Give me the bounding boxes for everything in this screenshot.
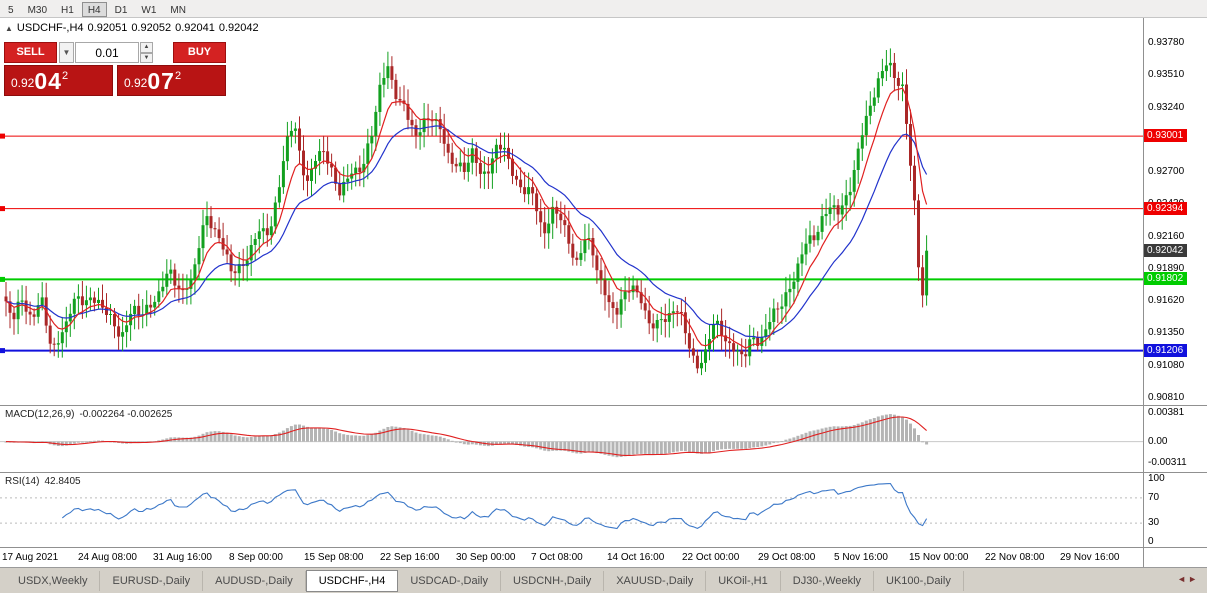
sell-price-pip: 2 [61, 70, 69, 82]
price-chart-pane[interactable]: ▲ USDCHF-,H4 0.92051 0.92052 0.92041 0.92042 … [0, 18, 1207, 405]
time-label: 22 Oct 00:00 [682, 552, 740, 563]
price-axis[interactable]: 0.937800.935100.932400.929700.927000.924… [1143, 18, 1207, 567]
time-label: 8 Sep 00:00 [229, 552, 283, 563]
candlestick-chart-area[interactable] [0, 18, 1207, 405]
chart-tab-usdcad-daily[interactable]: USDCAD-,Daily [398, 571, 501, 591]
price-grid-label: 0.93780 [1148, 37, 1185, 48]
timeframe-button-5[interactable]: 5 [8, 5, 14, 16]
rsi-chart-area[interactable] [0, 473, 1207, 548]
rsi-axis-label: 100 [1148, 473, 1165, 484]
price-grid-label: 0.93510 [1148, 69, 1185, 80]
hline-price-badge: 0.92394 [1144, 202, 1188, 215]
chart-ohlc-header: ▲ USDCHF-,H4 0.92051 0.92052 0.92041 0.92042 [5, 22, 263, 34]
macd-name-label: MACD(12,26,9) [5, 409, 75, 420]
open-value: 0.92051 [87, 22, 128, 34]
chart-tab-xauusd-daily[interactable]: XAUUSD-,Daily [604, 571, 707, 591]
chart-tab-ukoil-h1[interactable]: UKOil-,H1 [706, 571, 781, 591]
time-label: 14 Oct 16:00 [607, 552, 665, 563]
time-label: 15 Nov 00:00 [909, 552, 969, 563]
buy-price-prefix: 0.92 [124, 76, 148, 90]
price-grid-label: 0.91080 [1148, 360, 1185, 371]
time-axis[interactable]: 17 Aug 2021 24 Aug 08:00 31 Aug 16:00 8 Sep… [0, 547, 1207, 567]
volume-stepper: ▲ ▼ [140, 42, 153, 63]
price-grid-label: 0.92700 [1148, 166, 1185, 177]
current-price-badge: 0.92042 [1144, 244, 1188, 257]
time-label: 29 Nov 16:00 [1060, 552, 1120, 563]
rsi-value-label: 42.8405 [44, 476, 81, 487]
one-click-trading-panel: SELL ▼ ▲ ▼ BUY 0.92042 0.92072 [4, 42, 226, 96]
price-grid-label: 0.93240 [1148, 102, 1185, 113]
macd-title: MACD(12,26,9) -0.002264 -0.002625 [5, 409, 177, 420]
time-label: 29 Oct 08:00 [758, 552, 816, 563]
rsi-name-label: RSI(14) [5, 476, 40, 487]
timeframe-button-H4[interactable]: H4 [81, 2, 107, 17]
rsi-axis-label: 30 [1148, 517, 1160, 528]
macd-axis-label: -0.00311 [1148, 457, 1187, 468]
chart-tab-usdchf-h4[interactable]: USDCHF-,H4 [305, 570, 399, 592]
sell-button[interactable]: SELL [4, 42, 57, 63]
price-grid-label: 0.91620 [1148, 295, 1185, 306]
timeframe-button-M30[interactable]: M30 [27, 5, 48, 16]
timeframe-button-MN[interactable]: MN [170, 5, 186, 16]
chart-window: ▲ USDCHF-,H4 0.92051 0.92052 0.92041 0.92042 … [0, 18, 1207, 567]
candlestick-chart[interactable] [0, 18, 1143, 405]
low-value: 0.92041 [175, 22, 215, 34]
chart-tab-eurusd-daily[interactable]: EURUSD-,Daily [100, 571, 204, 591]
collapse-panel-icon[interactable]: ▲ [5, 24, 13, 33]
time-label: 22 Sep 16:00 [380, 552, 440, 563]
time-label: 17 Aug 2021 [2, 552, 59, 563]
sell-price-prefix: 0.92 [11, 76, 35, 90]
time-label: 15 Sep 08:00 [304, 552, 364, 563]
macd-chart-area[interactable] [0, 406, 1207, 473]
buy-price-display[interactable]: 0.92072 [117, 65, 226, 96]
high-value: 0.92052 [131, 22, 172, 34]
chart-tab-uk100-daily[interactable]: UK100-,Daily [874, 571, 964, 591]
hline-price-badge: 0.91802 [1144, 272, 1188, 285]
time-label: 5 Nov 16:00 [834, 552, 888, 563]
chart-tab-audusd-daily[interactable]: AUDUSD-,Daily [203, 571, 306, 591]
hline-price-badge: 0.91206 [1144, 344, 1188, 357]
buy-price-pip: 2 [174, 70, 182, 82]
sell-price-main: 04 [34, 68, 62, 94]
chart-tab-usdx-weekly[interactable]: USDX,Weekly [6, 571, 101, 591]
rsi-axis-label: 70 [1148, 492, 1160, 503]
volume-dropdown-button[interactable]: ▼ [59, 42, 74, 63]
price-grid-label: 0.91350 [1148, 327, 1185, 338]
tab-scroll-arrows-icon[interactable]: ◄► [1177, 574, 1199, 584]
chart-tab-usdcnh-daily[interactable]: USDCNH-,Daily [501, 571, 605, 591]
timeframe-button-W1[interactable]: W1 [141, 5, 157, 16]
timeframe-toolbar: 5 M30 H1 H4 D1 W1 MN [0, 0, 1207, 18]
price-grid-label: 0.91890 [1148, 263, 1185, 274]
hline-price-badge: 0.93001 [1144, 129, 1188, 142]
time-label: 7 Oct 08:00 [531, 552, 583, 563]
symbol-period-label: USDCHF-,H4 [16, 22, 84, 34]
buy-price-main: 07 [147, 68, 175, 94]
timeframe-button-H1[interactable]: H1 [61, 5, 74, 16]
time-label: 31 Aug 16:00 [153, 552, 212, 563]
volume-step-down-icon[interactable]: ▼ [140, 52, 153, 63]
volume-input[interactable] [75, 42, 139, 63]
close-value: 0.92042 [218, 22, 259, 34]
macd-axis-label: 0.00381 [1148, 407, 1185, 418]
volume-step-up-icon[interactable]: ▲ [140, 42, 153, 53]
macd-chart[interactable] [0, 406, 1143, 473]
sell-price-display[interactable]: 0.92042 [4, 65, 113, 96]
time-label: 30 Sep 00:00 [456, 552, 516, 563]
price-grid-label: 0.92160 [1148, 231, 1185, 242]
macd-axis-label: 0.00 [1148, 436, 1168, 447]
chart-tab-dj30-weekly[interactable]: DJ30-,Weekly [781, 571, 875, 591]
rsi-indicator-pane[interactable]: RSI(14) 42.8405 [0, 472, 1207, 547]
macd-values-label: -0.002264 -0.002625 [79, 409, 173, 420]
rsi-axis-label: 0 [1148, 536, 1154, 547]
rsi-chart[interactable] [0, 473, 1143, 548]
time-label: 22 Nov 08:00 [985, 552, 1045, 563]
timeframe-button-D1[interactable]: D1 [114, 5, 128, 16]
chart-tab-bar: USDX,Weekly EURUSD-,Daily AUDUSD-,Daily USD… [0, 567, 1207, 593]
price-grid-label: 0.90810 [1148, 392, 1185, 403]
buy-button[interactable]: BUY [173, 42, 226, 63]
rsi-title: RSI(14) 42.8405 [5, 476, 86, 487]
macd-indicator-pane[interactable]: MACD(12,26,9) -0.002264 -0.002625 [0, 405, 1207, 472]
time-label: 24 Aug 08:00 [78, 552, 137, 563]
